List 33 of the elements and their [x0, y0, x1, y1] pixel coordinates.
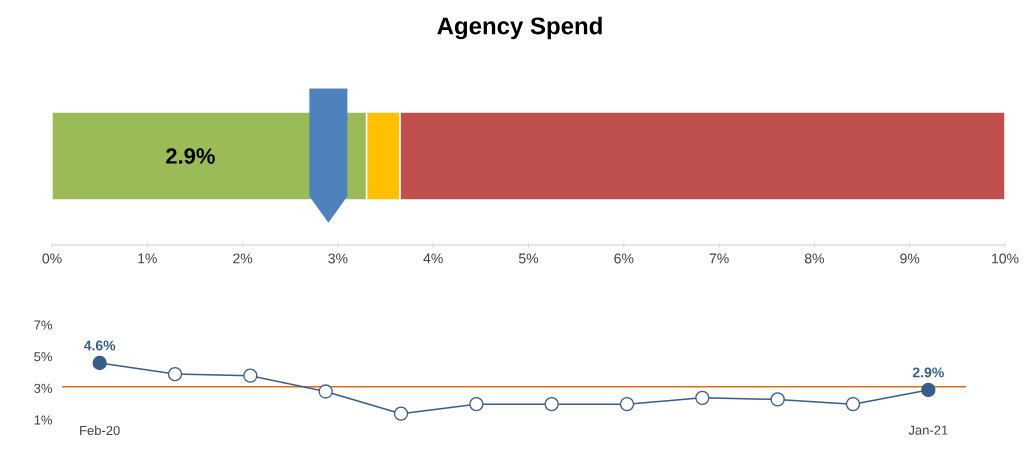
x-tick-label: 6% [614, 253, 634, 264]
y-tick-label: 3% [34, 383, 53, 393]
x-tick-label: 7% [709, 253, 729, 264]
y-tick-label: 5% [34, 352, 53, 362]
point [770, 392, 785, 407]
x-tick-label: Feb-20 [80, 425, 120, 436]
x-tick-label: 5% [518, 253, 539, 264]
x-tick-label: 4% [423, 253, 443, 264]
x-tick-label: 9% [900, 253, 920, 264]
point [393, 406, 409, 421]
point [695, 390, 710, 405]
point [845, 397, 861, 412]
x-tick-label: 10% [992, 253, 1019, 264]
chart-title: Agency Spend [437, 16, 602, 40]
point [619, 397, 635, 412]
x-tick-label: Jan-21 [908, 425, 948, 435]
point [544, 397, 559, 412]
data-label: 4.6% [83, 340, 116, 351]
x-tick-label: 8% [804, 253, 825, 264]
y-tick-label: 7% [34, 320, 53, 330]
x-tick-label: 1% [138, 253, 157, 264]
data-label: 2.9% [912, 367, 944, 378]
x-tick-label: 2% [233, 253, 253, 264]
x-tick-label: 0% [42, 253, 62, 264]
point [921, 382, 936, 398]
point [469, 397, 484, 412]
annotation: 2.9% [166, 148, 215, 164]
point [167, 366, 183, 382]
point [243, 368, 258, 383]
point [92, 355, 107, 371]
x-tick-label: 3% [328, 253, 348, 264]
point [318, 384, 333, 399]
y-tick-label: 1% [34, 415, 53, 425]
